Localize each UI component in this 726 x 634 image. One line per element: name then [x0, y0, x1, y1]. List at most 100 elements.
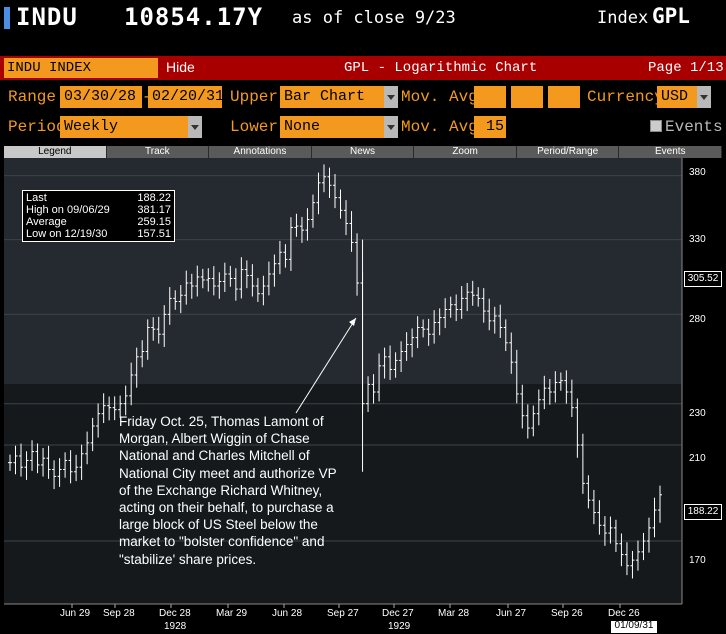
hide-button[interactable]: Hide: [166, 59, 195, 75]
price-bar: [90, 417, 95, 452]
price-bar: [184, 270, 189, 305]
price-bar: [454, 294, 459, 322]
price-bar: [492, 306, 497, 334]
x-tick: Jun 27: [496, 608, 527, 619]
price-bar: [487, 298, 492, 331]
price-bar: [239, 257, 244, 299]
mov-avg-label: Mov. Avg: [401, 118, 478, 136]
price-bar: [327, 167, 332, 198]
tab-events[interactable]: Events: [619, 146, 723, 158]
price-bar: [652, 497, 657, 538]
security-field[interactable]: INDU INDEX: [4, 58, 158, 78]
price-bar: [542, 375, 547, 410]
price-bar: [206, 268, 211, 292]
chart-annotation-text[interactable]: Friday Oct. 25, Thomas Lamont of Morgan,…: [119, 414, 337, 567]
stat-high: High on 09/06/29 381.17: [26, 204, 171, 216]
lower-label: Lower: [230, 118, 279, 136]
price-bar: [399, 341, 404, 372]
lower-dropdown-icon[interactable]: [384, 116, 398, 138]
upper-select[interactable]: Bar Chart: [280, 86, 384, 108]
events-checkbox[interactable]: [650, 120, 662, 132]
price-bar: [393, 352, 398, 378]
range-label: Range: [8, 88, 57, 106]
price-bar: [96, 403, 101, 438]
x-tick: Dec 28: [159, 608, 191, 619]
x-tick: Dec 26: [608, 608, 640, 619]
tab-legend[interactable]: Legend: [4, 146, 107, 158]
price-bar: [520, 384, 525, 429]
lower-select[interactable]: None: [280, 116, 384, 138]
price-bar: [437, 308, 442, 336]
annotation-arrowhead: [349, 318, 356, 326]
page-indicator[interactable]: Page 1/13: [648, 60, 724, 76]
price-bar: [333, 173, 337, 209]
range-end-field[interactable]: 02/20/31: [148, 86, 224, 108]
tab-news[interactable]: News: [312, 146, 415, 158]
currency-select[interactable]: USD: [657, 86, 697, 108]
price-bar: [415, 316, 420, 349]
price-bar: [509, 332, 514, 374]
price-bar: [134, 347, 139, 388]
mov-avg-field-1[interactable]: [474, 86, 506, 108]
tab-zoom[interactable]: Zoom: [414, 146, 517, 158]
stat-low: Low on 12/19/30 157.51: [26, 228, 171, 240]
x-tick: Mar 28: [438, 608, 470, 619]
currency-dropdown-icon[interactable]: [697, 86, 711, 108]
tab-track[interactable]: Track: [107, 146, 210, 158]
last-price: 10854.17Y: [124, 3, 264, 31]
price-bar: [619, 533, 624, 567]
period-select[interactable]: Weekly: [60, 116, 188, 138]
x-tick: Jun 28: [272, 608, 303, 619]
x-year-1929: 1929: [388, 621, 411, 632]
upper-label: Upper: [230, 88, 279, 106]
price-bar: [189, 273, 194, 299]
x-year-1928: 1928: [164, 621, 187, 632]
tab-period-range[interactable]: Period/Range: [517, 146, 620, 158]
price-bar: [162, 305, 167, 347]
function-code: GPL: [652, 4, 690, 28]
price-bar: [167, 287, 172, 325]
price-bar: [349, 211, 354, 252]
index-label: Index: [597, 8, 649, 28]
price-bar: [432, 310, 437, 344]
price-bar: [294, 213, 299, 237]
price-bar: [261, 275, 266, 306]
period-label: Period: [8, 118, 66, 136]
price-bar: [635, 540, 640, 571]
price-bar: [151, 317, 156, 341]
last-price-tag: 188.22: [684, 504, 722, 520]
price-bar: [195, 265, 200, 297]
annotation-arrow: [295, 317, 357, 414]
mov-avg-field-3[interactable]: [548, 86, 580, 108]
mov-avg-value-field[interactable]: 15: [474, 116, 506, 138]
price-bar: [575, 398, 580, 458]
tab-annotations[interactable]: Annotations: [209, 146, 312, 158]
range-start-field[interactable]: 03/30/28: [60, 86, 142, 108]
price-bar: [531, 405, 536, 437]
price-bar: [266, 261, 271, 296]
cursor-date-tag: 01/09/31: [611, 621, 657, 633]
price-bar: [382, 347, 387, 379]
y-tick-230: 230: [689, 408, 706, 419]
price-bar: [525, 404, 530, 439]
price-bar: [602, 516, 607, 546]
legend-stats-box: Last 188.22 High on 09/06/29 381.17 Aver…: [22, 190, 175, 242]
price-bar: [173, 290, 178, 310]
chart-tab-bar: Legend Track Annotations News Zoom Perio…: [4, 146, 723, 158]
price-bar: [547, 378, 552, 405]
price-bar: [211, 266, 216, 296]
mov-avg-field-2[interactable]: [511, 86, 543, 108]
period-dropdown-icon[interactable]: [188, 116, 202, 138]
as-of-date: as of close 9/23: [292, 8, 456, 28]
price-bar: [123, 385, 128, 416]
price-bar: [514, 349, 519, 404]
y-tick-330: 330: [689, 234, 706, 245]
price-bar: [459, 286, 464, 319]
price-bar: [624, 542, 629, 576]
price-bar: [465, 282, 470, 312]
price-bar: [107, 396, 112, 421]
upper-dropdown-icon[interactable]: [384, 86, 398, 108]
events-label: Events: [665, 118, 723, 136]
price-bar: [63, 452, 68, 478]
price-bar: [591, 489, 596, 525]
